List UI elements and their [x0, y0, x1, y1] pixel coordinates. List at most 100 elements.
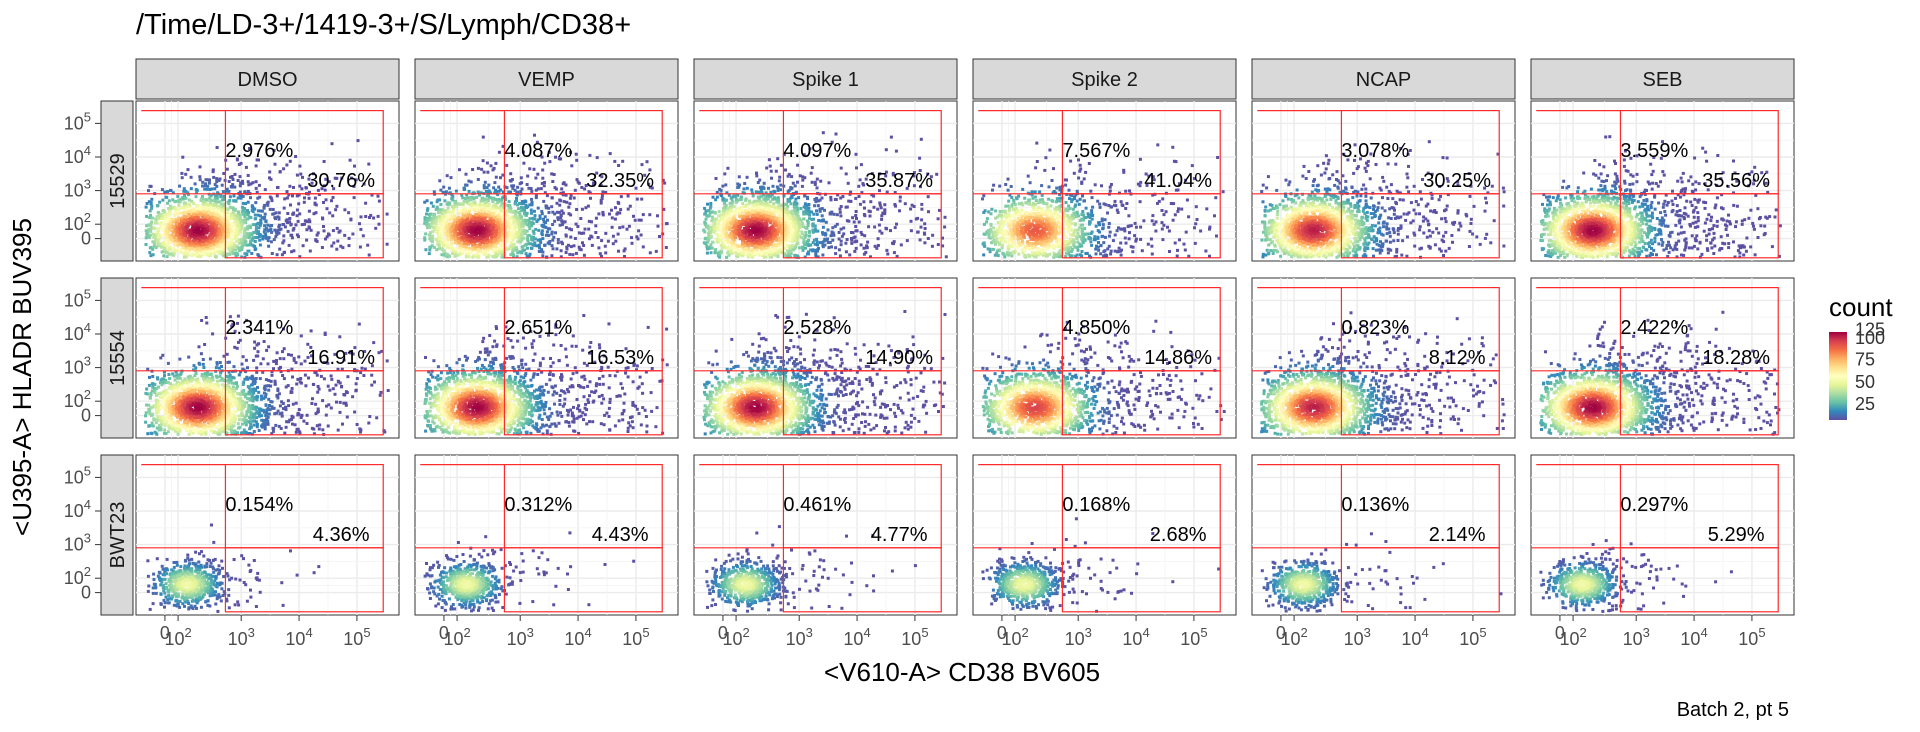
x-tick-label: 105 — [1180, 625, 1207, 649]
facet-panel: 2.528% 14.90% — [694, 278, 957, 438]
chart-caption: Batch 2, pt 5 — [1677, 699, 1789, 721]
facet-panel: 0.154% 4.36% — [136, 455, 399, 615]
facet-panel: 3.078%30.25% — [1252, 101, 1515, 261]
facet-panel: 2.422%18.28% — [1531, 278, 1794, 438]
gate-upper-percent: 0.461% — [783, 494, 851, 516]
x-tick-label: 103 — [1623, 625, 1650, 649]
x-tick-label: 103 — [228, 625, 255, 649]
gate-lower-percent: 2.68% — [1150, 524, 1207, 546]
gate-lower-percent: 35.87% — [865, 170, 933, 192]
facet-panel: 0.297% 5.29% — [1531, 455, 1794, 615]
x-tick-label: 103 — [786, 625, 813, 649]
strip-label: VEMP — [518, 69, 575, 91]
x-tick-label: 102 — [722, 625, 749, 649]
y-tick-label: 104 — [64, 143, 91, 167]
gate-lower-percent: 14.86% — [1144, 347, 1212, 369]
facet-panel: 4.097% 35.87% — [694, 101, 957, 261]
facet-panel: 4.850% 14.86% — [973, 278, 1236, 438]
facet-panel: 2.651%16.53% — [415, 278, 678, 438]
legend-title: count — [1829, 292, 1893, 322]
facet-strip-column: Spike 1 — [694, 59, 957, 99]
gate-upper-percent: 4.087% — [504, 140, 572, 162]
gate-lower-percent: 4.36% — [313, 524, 370, 546]
gate-upper-percent: 0.297% — [1620, 494, 1688, 516]
gate-upper-percent: 0.823% — [1341, 317, 1409, 339]
gate-lower-percent: 14.90% — [865, 347, 933, 369]
y-tick-label: 103 — [64, 354, 91, 378]
gate-upper-percent: 0.168% — [1062, 494, 1130, 516]
strip-label: Spike 2 — [1071, 69, 1138, 91]
gate-upper-percent: 0.312% — [504, 494, 572, 516]
facet-panel: 0.136%2.14% — [1252, 455, 1515, 615]
gate-lower-percent: 32.35% — [586, 170, 654, 192]
facet-panel: 0.168% 2.68% — [973, 455, 1236, 615]
x-tick-label: 105 — [343, 625, 370, 649]
strip-label: SEB — [1642, 69, 1682, 91]
x-tick-label: 103 — [1344, 625, 1371, 649]
y-tick-label: 105 — [64, 109, 91, 133]
x-tick-label: 104 — [285, 625, 312, 649]
gate-lower-percent: 18.28% — [1702, 347, 1770, 369]
legend-tick-label: 125 — [1855, 319, 1885, 339]
facet-panel: 2.341% 16.91% — [136, 278, 399, 438]
facet-strip-row: 15554 — [101, 278, 133, 438]
strip-label: BWT23 — [107, 502, 129, 569]
facet-panel: 2.976% 30.76% — [136, 101, 399, 261]
facet-panel: 7.567% 41.04% — [973, 101, 1236, 261]
gate-lower-percent: 2.14% — [1429, 524, 1486, 546]
y-tick-label: 105 — [64, 286, 91, 310]
x-tick-label: 102 — [1001, 625, 1028, 649]
chart-title: /Time/LD-3+/1419-3+/S/Lymph/CD38+ — [136, 9, 631, 41]
x-tick-label: 105 — [622, 625, 649, 649]
x-tick-label: 105 — [1459, 625, 1486, 649]
gate-upper-percent: 4.097% — [783, 140, 851, 162]
gate-lower-percent: 16.91% — [307, 347, 375, 369]
facet-panel: 4.087% 32.35% — [415, 101, 678, 261]
gate-lower-percent: 30.25% — [1423, 170, 1491, 192]
strip-label: 15554 — [107, 330, 129, 386]
gate-lower-percent: 8.12% — [1429, 347, 1486, 369]
gate-upper-percent: 2.976% — [225, 140, 293, 162]
y-tick-label: 103 — [64, 177, 91, 201]
legend-tick-label: 75 — [1855, 349, 1875, 369]
y-axis-title: <U395-A> HLADR BUV395 — [7, 218, 37, 536]
facet-strip-column: SEB — [1531, 59, 1794, 99]
facet-panel: 3.559%35.56% — [1531, 101, 1794, 261]
gate-upper-percent: 2.341% — [225, 317, 293, 339]
x-tick-label: 102 — [1280, 625, 1307, 649]
x-tick-label: 104 — [1401, 625, 1428, 649]
gate-lower-percent: 41.04% — [1144, 170, 1212, 192]
strip-label: Spike 1 — [792, 69, 859, 91]
facet-panel: 0.461% 4.77% — [694, 455, 957, 615]
strip-label: NCAP — [1356, 69, 1412, 91]
gate-upper-percent: 2.528% — [783, 317, 851, 339]
x-axis-title: <V610-A> CD38 BV605 — [824, 657, 1100, 687]
facet-strip-column: Spike 2 — [973, 59, 1236, 99]
y-tick-label: 103 — [64, 531, 91, 555]
gate-upper-percent: 0.154% — [225, 494, 293, 516]
facet-strip-column: DMSO — [136, 59, 399, 99]
gate-upper-percent: 3.559% — [1620, 140, 1688, 162]
x-tick-label: 102 — [164, 625, 191, 649]
strip-label: 15529 — [107, 153, 129, 209]
x-tick-label: 102 — [443, 625, 470, 649]
gate-upper-percent: 4.850% — [1062, 317, 1130, 339]
facet-strip-column: VEMP — [415, 59, 678, 99]
gate-upper-percent: 7.567% — [1062, 140, 1130, 162]
x-tick-label: 104 — [1122, 625, 1149, 649]
gate-lower-percent: 30.76% — [307, 170, 375, 192]
facet-strip-row: 15529 — [101, 101, 133, 261]
y-tick-label: 104 — [64, 320, 91, 344]
legend-tick-label: 25 — [1855, 394, 1875, 414]
x-tick-label: 105 — [901, 625, 928, 649]
gate-upper-percent: 2.651% — [504, 317, 572, 339]
gate-lower-percent: 4.43% — [592, 524, 649, 546]
y-tick-label: 104 — [64, 497, 91, 521]
x-tick-label: 103 — [1065, 625, 1092, 649]
gate-lower-percent: 4.77% — [871, 524, 928, 546]
legend-color-bar — [1829, 332, 1847, 420]
y-tick-label: 105 — [64, 463, 91, 487]
gate-lower-percent: 5.29% — [1708, 524, 1765, 546]
